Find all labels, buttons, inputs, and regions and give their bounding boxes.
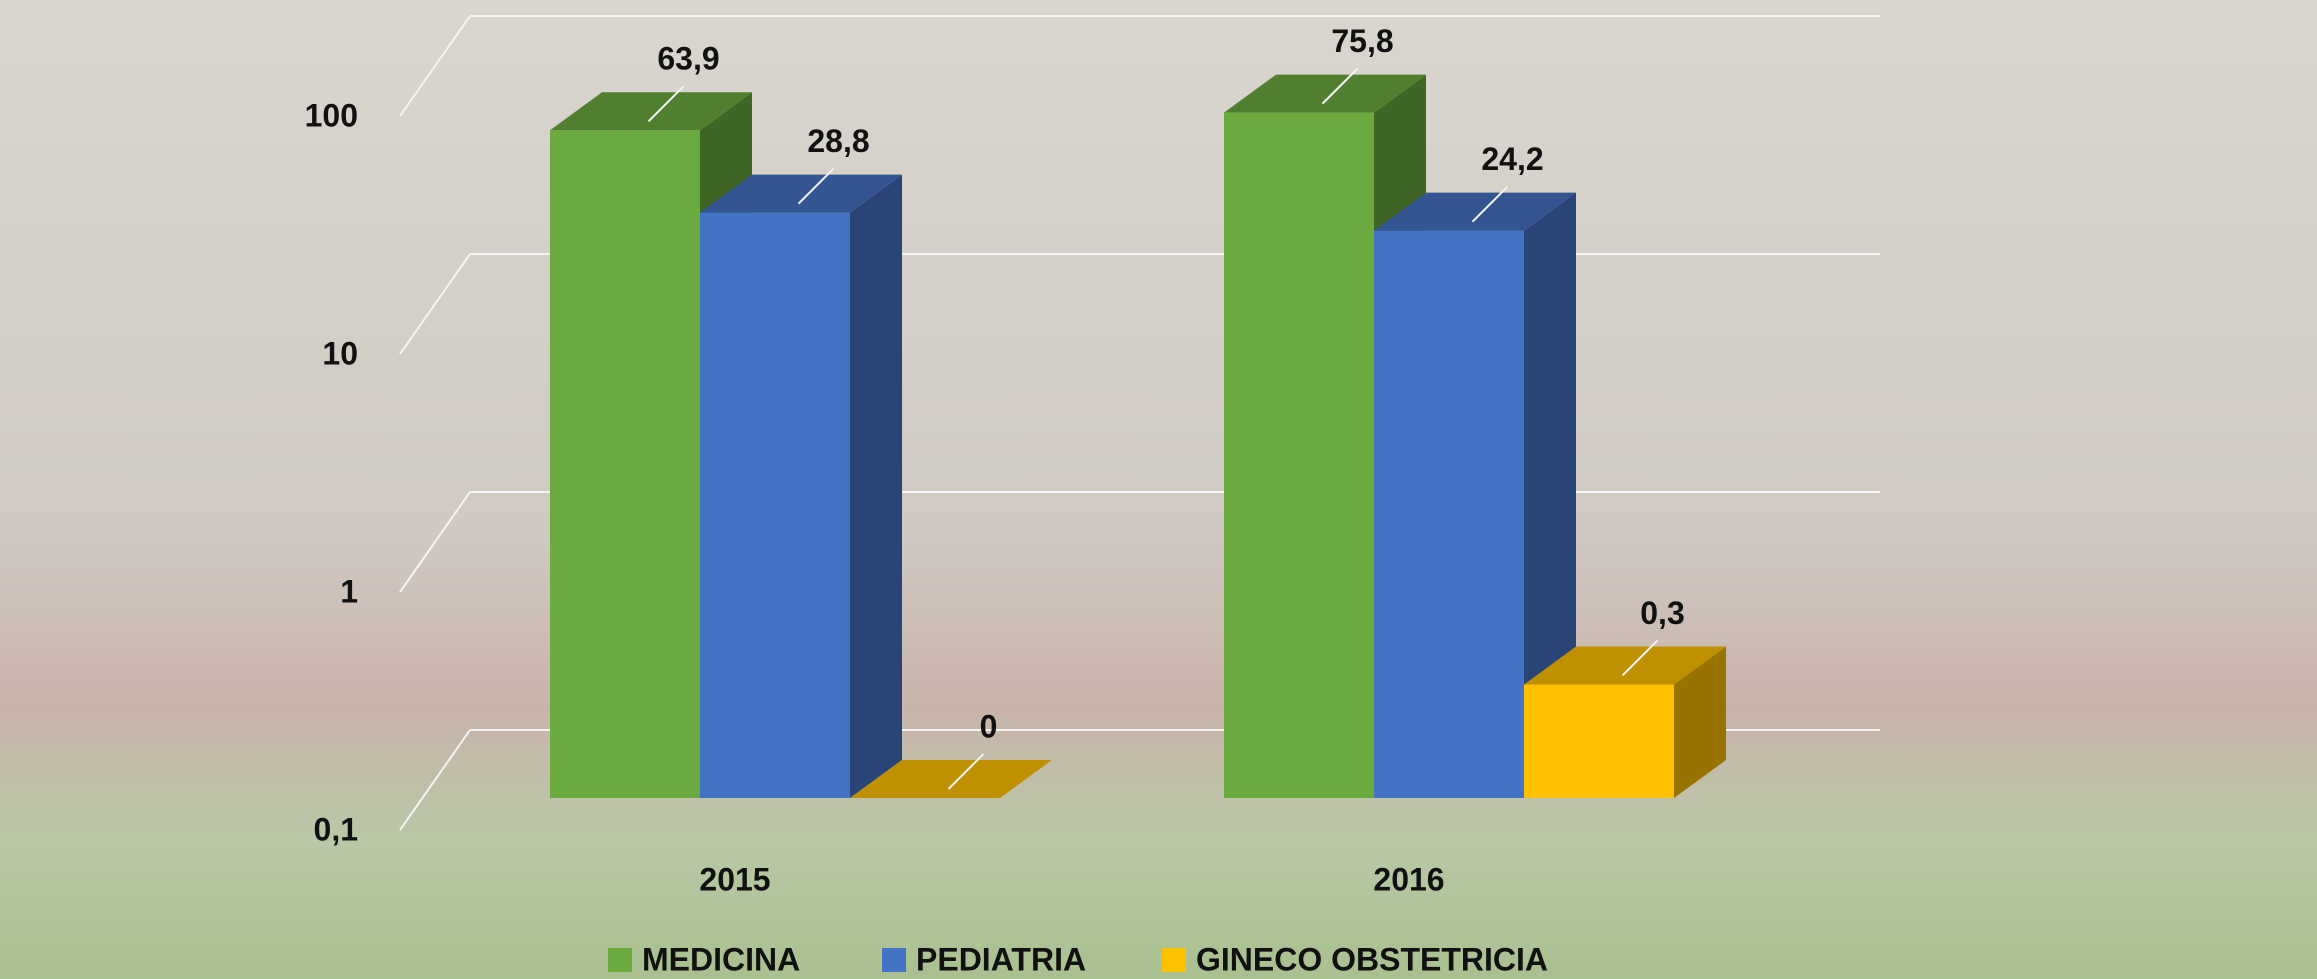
bar-side bbox=[1524, 192, 1576, 798]
bar-front bbox=[1224, 112, 1374, 798]
y-tick-label: 1 bbox=[340, 573, 358, 609]
x-tick-label: 2015 bbox=[699, 861, 770, 897]
legend-swatch bbox=[1162, 948, 1186, 972]
bar bbox=[1374, 192, 1576, 798]
value-label: 63,9 bbox=[657, 41, 719, 77]
value-label: 0 bbox=[980, 708, 998, 744]
legend-label: MEDICINA bbox=[642, 941, 800, 977]
bar bbox=[700, 174, 902, 799]
bar-front bbox=[1374, 230, 1524, 798]
label-leader bbox=[947, 753, 985, 790]
legend-label: PEDIATRIA bbox=[916, 941, 1086, 977]
bar-top bbox=[850, 760, 1052, 798]
value-label: 0,3 bbox=[1640, 595, 1684, 631]
legend-swatch bbox=[608, 948, 632, 972]
tick-leader bbox=[399, 729, 471, 831]
value-label: 75,8 bbox=[1331, 23, 1393, 59]
label-leader bbox=[797, 167, 835, 205]
label-leader bbox=[1471, 185, 1509, 223]
label-leader bbox=[647, 85, 685, 122]
legend-swatch bbox=[882, 948, 906, 972]
x-tick-label: 2016 bbox=[1373, 861, 1444, 897]
label-leader bbox=[1621, 639, 1659, 677]
value-label: 28,8 bbox=[807, 123, 869, 159]
label-leader bbox=[1321, 67, 1359, 105]
bar-top bbox=[700, 174, 902, 213]
bar-front bbox=[550, 130, 700, 799]
bar-front bbox=[1524, 684, 1674, 798]
y-tick-label: 100 bbox=[305, 97, 358, 133]
legend-label: GINECO OBSTETRICIA bbox=[1196, 941, 1548, 977]
tick-leader bbox=[399, 491, 471, 593]
bar-top bbox=[550, 92, 752, 131]
bar-top bbox=[1374, 192, 1576, 231]
bar-side bbox=[1674, 646, 1726, 798]
bar-top bbox=[1224, 74, 1426, 113]
bar-top bbox=[1524, 646, 1726, 685]
bar-front bbox=[700, 212, 850, 799]
y-tick-label: 0,1 bbox=[314, 811, 358, 847]
value-label: 24,2 bbox=[1481, 141, 1543, 177]
bar bbox=[850, 760, 1052, 798]
tick-leader bbox=[399, 15, 471, 117]
tick-leader bbox=[399, 253, 471, 355]
bar bbox=[1524, 646, 1726, 798]
bar-side bbox=[850, 174, 902, 799]
y-tick-label: 10 bbox=[322, 335, 358, 371]
